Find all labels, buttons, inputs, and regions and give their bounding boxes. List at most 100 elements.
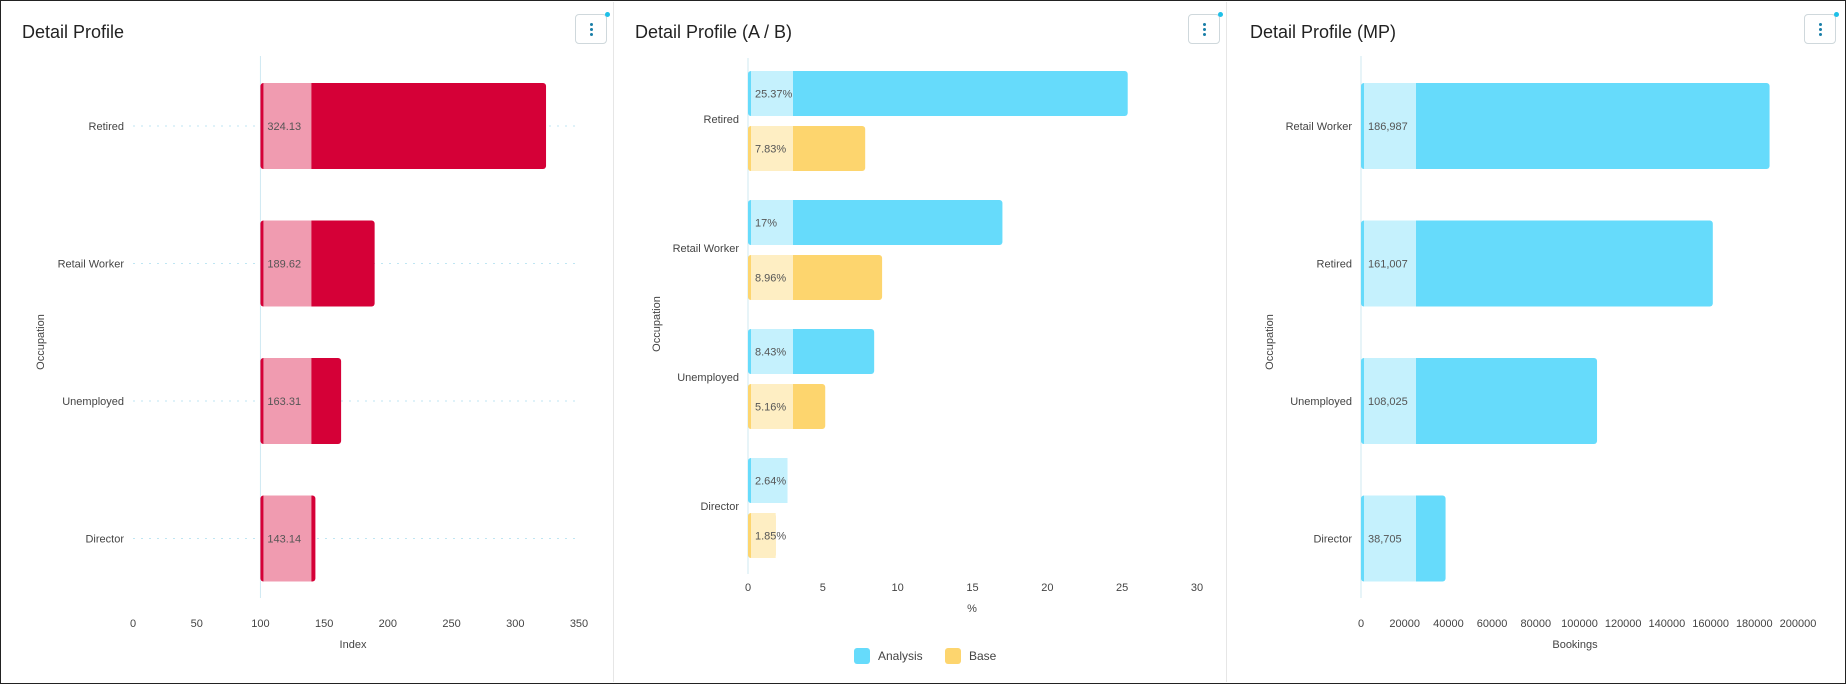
- x-tick-label: 120000: [1605, 618, 1642, 630]
- x-tick-label: 0: [745, 582, 751, 594]
- x-tick-label: 10: [892, 582, 904, 594]
- x-tick-label: 20000: [1389, 618, 1420, 630]
- notification-dot-icon: [1218, 12, 1223, 17]
- data-label: 7.83%: [755, 144, 786, 156]
- x-tick-label: 40000: [1433, 618, 1464, 630]
- data-label: 324.13: [267, 121, 301, 133]
- notification-dot-icon: [1834, 12, 1839, 17]
- bar-label-background: [751, 255, 793, 300]
- bar: [1361, 83, 1770, 169]
- category-label: Director: [85, 534, 124, 546]
- panel-title: Detail Profile: [22, 22, 125, 42]
- category-label: Retired: [89, 121, 124, 133]
- y-axis-title: Occupation: [35, 314, 47, 370]
- bar-label-background: [751, 513, 776, 558]
- index-bar-chart: 324.13 Retired 189.62 Retail Worker 163.31 Un…: [35, 56, 588, 651]
- data-label: 108,025: [1368, 396, 1408, 408]
- x-tick-label: 200000: [1780, 618, 1817, 630]
- bar-label-background: [263, 495, 312, 582]
- bar-analysis: [748, 200, 1003, 245]
- bar-label-background: [1364, 83, 1416, 169]
- panel-detail-profile: Detail Profile 324.13 Retired 189.62 Retail…: [2, 2, 614, 682]
- panel-menu-button[interactable]: [1804, 12, 1839, 44]
- bar-analysis: [748, 71, 1128, 116]
- data-label: 17%: [755, 218, 777, 230]
- category-label: Retail Worker: [58, 259, 125, 271]
- panel-menu-button[interactable]: [1188, 12, 1223, 44]
- category-label: Unemployed: [1290, 396, 1352, 408]
- data-label: 8.96%: [755, 273, 786, 285]
- x-tick-label: 5: [820, 582, 826, 594]
- x-tick-label: 60000: [1477, 618, 1508, 630]
- category-label: Unemployed: [62, 396, 124, 408]
- notification-dot-icon: [605, 12, 610, 17]
- x-tick-label: 20: [1041, 582, 1053, 594]
- bar: [1361, 220, 1713, 307]
- legend-label: Base: [969, 649, 997, 663]
- category-label: Director: [700, 501, 739, 513]
- x-tick-label: 140000: [1649, 618, 1686, 630]
- bar-label-background: [1364, 358, 1416, 444]
- data-label: 186,987: [1368, 121, 1408, 133]
- x-tick-label: 180000: [1736, 618, 1773, 630]
- x-tick-label: 100000: [1561, 618, 1598, 630]
- bar-label-background: [1364, 495, 1416, 582]
- bar-label-background: [751, 329, 793, 374]
- legend-label: Analysis: [878, 649, 923, 663]
- data-label: 143.14: [267, 534, 301, 546]
- panel-menu-button[interactable]: [575, 12, 610, 44]
- ab-bar-chart: 25.37% 7.83% Retired 17% 8.96% Retail Worker 8…: [651, 58, 1203, 664]
- more-vertical-icon: [1203, 23, 1206, 37]
- bar-label-background: [263, 83, 312, 169]
- data-label: 8.43%: [755, 347, 786, 359]
- y-axis-title: Occupation: [651, 296, 663, 352]
- more-vertical-icon: [590, 23, 593, 37]
- panel-title: Detail Profile (MP): [1250, 22, 1397, 42]
- x-tick-label: 200: [379, 618, 397, 630]
- x-tick-label: 0: [1358, 618, 1364, 630]
- bar-label-background: [751, 458, 788, 503]
- bar: [260, 83, 547, 169]
- x-tick-label: 160000: [1692, 618, 1729, 630]
- bar-label-background: [1364, 220, 1416, 307]
- panel-detail-profile-ab: Detail Profile (A / B) 25.37% 7.83% Retire…: [615, 2, 1227, 682]
- category-label: Retired: [704, 114, 739, 126]
- x-axis-title: Index: [340, 639, 367, 651]
- x-tick-label: 0: [130, 618, 136, 630]
- bar-label-background: [751, 126, 793, 171]
- x-tick-label: 150: [315, 618, 333, 630]
- x-tick-label: 300: [506, 618, 524, 630]
- x-tick-label: 30: [1191, 582, 1203, 594]
- x-tick-label: 50: [191, 618, 203, 630]
- panel-detail-profile-mp: Detail Profile (MP) 186,987 Retail Worker…: [1230, 2, 1843, 682]
- y-axis-title: Occupation: [1264, 314, 1276, 370]
- legend-swatch-base: [945, 648, 961, 664]
- x-tick-label: 100: [251, 618, 269, 630]
- more-vertical-icon: [1819, 23, 1822, 37]
- bar-label-background: [751, 384, 793, 429]
- data-label: 161,007: [1368, 259, 1408, 271]
- x-tick-label: 350: [570, 618, 588, 630]
- bookings-bar-chart: 186,987 Retail Worker 161,007 Retired 108,02…: [1264, 56, 1817, 651]
- bar-label-background: [751, 71, 793, 116]
- data-label: 163.31: [267, 396, 301, 408]
- bar-label-background: [751, 200, 793, 245]
- data-label: 25.37%: [755, 89, 793, 101]
- x-tick-label: 250: [442, 618, 460, 630]
- category-label: Retail Worker: [673, 243, 740, 255]
- x-axis-title: %: [967, 603, 977, 615]
- legend-swatch-analysis: [854, 648, 870, 664]
- bar-label-background: [263, 358, 312, 444]
- bar: [1361, 358, 1598, 444]
- x-tick-label: 80000: [1521, 618, 1552, 630]
- panel-title: Detail Profile (A / B): [635, 22, 793, 42]
- category-label: Director: [1313, 534, 1352, 546]
- category-label: Unemployed: [677, 372, 739, 384]
- data-label: 189.62: [267, 259, 301, 271]
- category-label: Retired: [1317, 259, 1352, 271]
- x-axis-title: Bookings: [1552, 639, 1598, 651]
- bar-label-background: [263, 220, 312, 307]
- x-tick-label: 25: [1116, 582, 1128, 594]
- data-label: 5.16%: [755, 402, 786, 414]
